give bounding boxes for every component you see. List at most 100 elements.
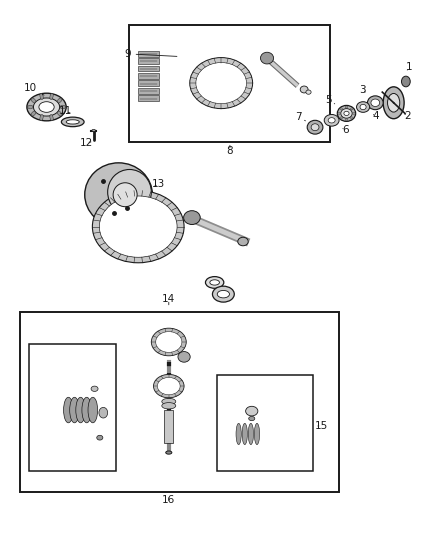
Ellipse shape [338, 112, 340, 115]
Text: 5: 5 [325, 94, 335, 104]
Ellipse shape [350, 117, 353, 119]
Ellipse shape [236, 423, 241, 445]
Ellipse shape [360, 104, 366, 110]
Text: 16: 16 [162, 495, 175, 505]
Ellipse shape [39, 102, 54, 112]
Ellipse shape [33, 98, 60, 116]
Ellipse shape [162, 398, 176, 405]
Ellipse shape [248, 423, 254, 445]
Text: 3: 3 [359, 85, 366, 95]
Bar [138, 58, 159, 64]
Text: 1: 1 [406, 62, 412, 72]
Ellipse shape [341, 109, 352, 118]
Ellipse shape [311, 124, 319, 131]
Text: 7: 7 [295, 111, 305, 122]
Ellipse shape [367, 96, 383, 110]
Ellipse shape [254, 423, 260, 445]
Text: 12: 12 [80, 138, 93, 148]
Text: 15: 15 [315, 421, 328, 431]
Ellipse shape [57, 111, 62, 116]
Ellipse shape [91, 386, 98, 391]
Ellipse shape [328, 118, 335, 123]
Ellipse shape [344, 111, 349, 116]
Bar [138, 88, 159, 94]
Ellipse shape [97, 435, 103, 440]
Ellipse shape [340, 117, 343, 119]
Bar [138, 80, 159, 86]
Bar [130, 25, 330, 142]
Ellipse shape [402, 76, 410, 87]
Ellipse shape [155, 332, 182, 352]
Ellipse shape [246, 406, 258, 416]
Ellipse shape [40, 93, 43, 100]
Ellipse shape [324, 115, 339, 126]
Text: 8: 8 [226, 146, 233, 156]
Ellipse shape [99, 407, 108, 418]
Ellipse shape [157, 377, 180, 395]
Ellipse shape [27, 93, 66, 121]
Bar [29, 344, 117, 471]
Ellipse shape [113, 183, 137, 207]
Bar [138, 51, 159, 56]
Ellipse shape [50, 115, 53, 120]
Ellipse shape [61, 117, 84, 127]
Ellipse shape [345, 119, 348, 121]
Bar [138, 95, 159, 101]
Text: 6: 6 [343, 125, 349, 135]
Ellipse shape [300, 86, 308, 93]
Bar [20, 312, 339, 492]
Ellipse shape [210, 280, 219, 285]
Ellipse shape [31, 98, 36, 103]
Ellipse shape [178, 352, 190, 362]
Ellipse shape [217, 290, 230, 298]
Ellipse shape [242, 423, 247, 445]
Ellipse shape [190, 58, 253, 109]
Ellipse shape [99, 196, 177, 257]
Ellipse shape [205, 277, 224, 288]
Ellipse shape [307, 120, 323, 134]
Ellipse shape [153, 374, 184, 398]
Bar [164, 410, 173, 443]
Ellipse shape [353, 112, 355, 115]
Ellipse shape [60, 105, 65, 109]
Text: 14: 14 [162, 294, 175, 305]
Ellipse shape [70, 397, 79, 423]
Ellipse shape [196, 62, 247, 103]
Text: 2: 2 [404, 111, 411, 121]
Ellipse shape [108, 169, 151, 215]
Ellipse shape [388, 93, 400, 112]
Ellipse shape [212, 286, 234, 302]
Ellipse shape [66, 120, 79, 124]
Ellipse shape [76, 397, 85, 423]
Ellipse shape [340, 108, 343, 110]
Text: 9: 9 [124, 49, 177, 59]
Ellipse shape [50, 93, 53, 100]
Ellipse shape [261, 52, 274, 64]
Ellipse shape [40, 115, 43, 120]
Ellipse shape [371, 99, 380, 107]
Text: 13: 13 [152, 179, 166, 189]
Bar [138, 66, 159, 71]
Ellipse shape [337, 106, 356, 122]
Ellipse shape [92, 130, 95, 132]
Ellipse shape [162, 402, 176, 409]
Ellipse shape [85, 163, 152, 227]
Ellipse shape [151, 328, 186, 356]
Ellipse shape [166, 451, 172, 454]
Ellipse shape [92, 190, 184, 263]
Text: 10: 10 [24, 83, 44, 95]
Ellipse shape [184, 211, 200, 224]
Ellipse shape [350, 108, 353, 110]
Ellipse shape [31, 111, 36, 116]
Ellipse shape [357, 102, 370, 112]
Text: 11: 11 [59, 106, 72, 116]
Ellipse shape [249, 416, 255, 421]
Ellipse shape [57, 98, 62, 103]
Ellipse shape [306, 90, 311, 94]
Ellipse shape [64, 397, 73, 423]
Ellipse shape [28, 105, 33, 109]
Text: 4: 4 [373, 111, 379, 121]
Ellipse shape [82, 397, 92, 423]
Bar [138, 73, 159, 79]
Ellipse shape [238, 237, 248, 246]
